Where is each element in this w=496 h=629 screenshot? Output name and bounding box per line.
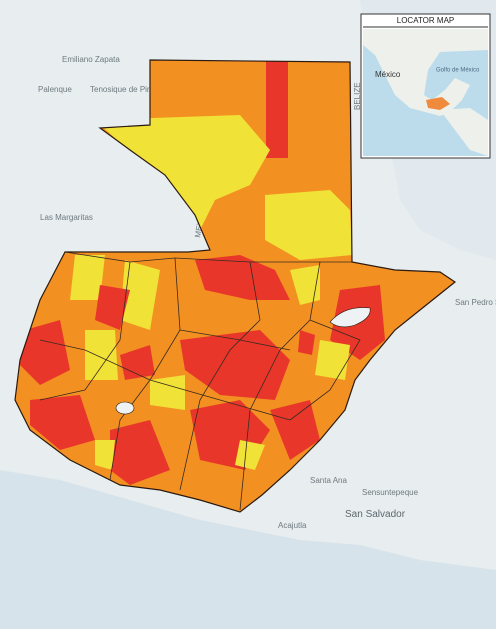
- region: [30, 395, 95, 450]
- place-label: BELIZE: [353, 82, 362, 110]
- region: [85, 330, 118, 380]
- locator-highlight: [426, 97, 450, 110]
- place-label: Emiliano Zapata: [62, 55, 120, 64]
- region: [95, 115, 270, 230]
- locator-label: México: [375, 70, 401, 79]
- place-label: San Salvador: [345, 509, 406, 520]
- region: [195, 255, 290, 300]
- region: [95, 285, 130, 330]
- place-label: Las Margaritas: [40, 213, 93, 222]
- place-label: Palenque: [38, 85, 72, 94]
- place-label: Santa Ana: [310, 476, 347, 485]
- place-label: Tenosique de Pino Suárez: [90, 85, 183, 94]
- place-label: Sensuntepeque: [362, 488, 419, 497]
- region: [110, 420, 170, 485]
- region: [120, 260, 160, 330]
- locator-map: LOCATOR MAP México Golfo de México: [360, 13, 491, 159]
- region: [265, 190, 352, 260]
- region: [315, 340, 350, 380]
- lake-izabal: [329, 307, 371, 328]
- region: [290, 265, 320, 305]
- region: [235, 440, 265, 470]
- region: [150, 375, 185, 410]
- pacific-ocean: [0, 470, 496, 629]
- place-label: San Pedro Sula: [455, 298, 496, 307]
- region: [120, 345, 155, 380]
- region: [180, 330, 290, 400]
- region: [270, 400, 320, 460]
- region: [95, 440, 115, 470]
- locator-land: [440, 108, 488, 156]
- region: [298, 330, 315, 355]
- locator-title: LOCATOR MAP: [397, 16, 455, 25]
- region: [20, 320, 70, 385]
- lake-atitlan: [115, 401, 135, 415]
- place-label: Acajutla: [278, 521, 307, 530]
- region: [266, 60, 288, 158]
- department-borders: [39, 251, 361, 511]
- locator-land: [363, 29, 488, 116]
- country-outline: [14, 59, 457, 513]
- region: [70, 255, 105, 300]
- locator-label: Golfo de México: [436, 68, 480, 74]
